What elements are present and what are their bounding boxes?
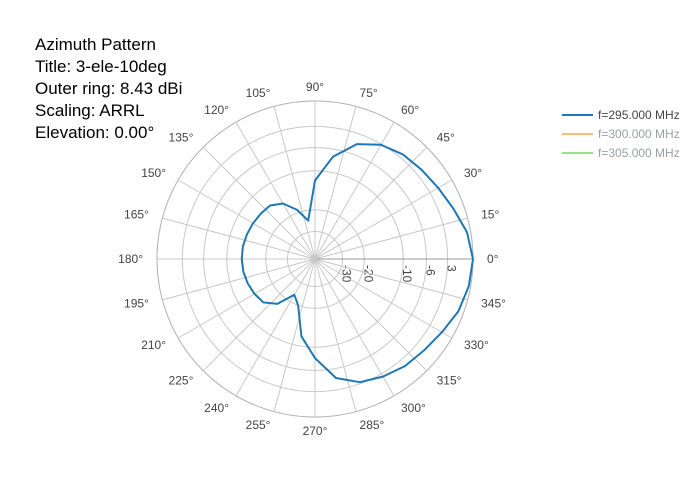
radial-tick-label: -6 [423, 265, 437, 276]
info-outer-ring: Outer ring: 8.43 dBi [35, 79, 183, 98]
angular-tick-label: 300° [401, 401, 426, 415]
angular-spoke [162, 217, 316, 260]
angular-spoke [314, 121, 395, 260]
angular-spoke [273, 258, 316, 412]
angular-tick-label: 270° [303, 424, 328, 438]
angular-tick-label: 330° [464, 338, 489, 352]
info-title: Title: 3-ele-10deg [35, 57, 167, 76]
angular-spoke [314, 258, 453, 339]
pattern-info: Azimuth Pattern Title: 3-ele-10deg Outer… [35, 34, 182, 144]
angular-tick-label: 135° [169, 130, 194, 144]
angular-tick-label: 180° [118, 252, 143, 266]
angular-tick-label: 105° [246, 86, 271, 100]
legend-swatch-300 [562, 132, 593, 135]
legend-swatch-295 [562, 113, 593, 116]
radial-tick-label: -20 [361, 265, 375, 283]
legend-label-305: f=305.000 MHz [598, 145, 680, 160]
legend-item-295[interactable]: f=295.000 MHz [562, 105, 680, 124]
info-elevation: Elevation: 0.00° [35, 123, 155, 142]
angular-tick-label: 210° [141, 338, 166, 352]
angular-tick-label: 45° [437, 130, 455, 144]
angular-tick-label: 75° [360, 86, 378, 100]
angular-spoke [314, 258, 428, 372]
angular-tick-label: 255° [246, 418, 271, 432]
info-heading: Azimuth Pattern [35, 35, 156, 54]
angular-spoke [314, 258, 468, 301]
angular-tick-label: 30° [464, 166, 482, 180]
angular-spoke [162, 258, 316, 301]
angular-tick-label: 120° [204, 103, 229, 117]
angular-spoke [314, 146, 428, 260]
angular-tick-label: 225° [169, 374, 194, 388]
radial-tick-label: -10 [400, 265, 414, 283]
pattern-trace-0 [240, 143, 474, 384]
legend-item-305[interactable]: f=305.000 MHz [562, 143, 680, 162]
legend-label-300: f=300.000 MHz [598, 126, 680, 141]
legend-swatch-305 [562, 151, 593, 154]
angular-tick-label: 60° [401, 103, 419, 117]
angular-tick-label: 15° [481, 207, 499, 221]
angular-spoke [202, 146, 316, 260]
angular-tick-label: 0° [487, 252, 499, 266]
angular-tick-label: 345° [481, 297, 506, 311]
angular-spoke [273, 106, 316, 260]
legend: f=295.000 MHz f=300.000 MHz f=305.000 MH… [562, 105, 680, 162]
radial-tick-label: -30 [340, 265, 354, 283]
angular-tick-label: 150° [141, 166, 166, 180]
legend-label-295: f=295.000 MHz [598, 107, 680, 122]
angular-spoke [235, 258, 316, 397]
angular-spoke [177, 179, 316, 260]
radial-tick-label: 3 [445, 265, 459, 272]
info-scaling: Scaling: ARRL [35, 101, 145, 120]
angular-spoke [177, 258, 316, 339]
angular-tick-label: 315° [437, 374, 462, 388]
angular-spoke [314, 258, 357, 412]
angular-spoke [314, 106, 357, 260]
angular-tick-label: 285° [360, 418, 385, 432]
angular-spoke [202, 258, 316, 372]
angular-tick-label: 90° [306, 80, 324, 94]
legend-item-300[interactable]: f=300.000 MHz [562, 124, 680, 143]
angular-tick-label: 240° [204, 401, 229, 415]
angular-spoke [314, 179, 453, 260]
angular-spoke [235, 121, 316, 260]
angular-tick-label: 165° [124, 207, 149, 221]
angular-spoke [314, 217, 468, 260]
angular-spoke [314, 258, 395, 397]
angular-tick-label: 195° [124, 297, 149, 311]
